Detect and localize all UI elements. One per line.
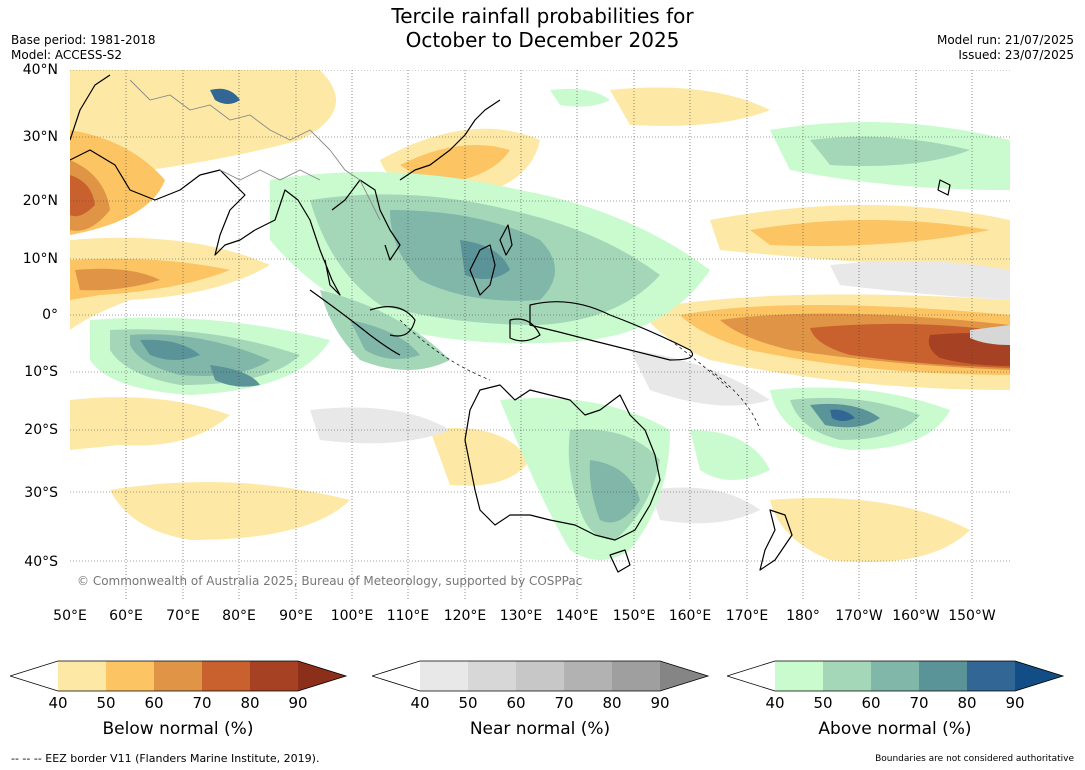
country-borders [129,79,381,221]
issued-date: Issued: 23/07/2025 [958,48,1074,62]
model-run-date: Model run: 21/07/2025 [936,33,1074,47]
near-seg-3 [516,661,564,691]
lat-tick-0: 0° [42,307,58,323]
near-seg-5 [612,661,660,691]
lon-tick-150w: 150°W [948,608,996,624]
lat-tick-40s: 40°S [24,554,58,570]
lat-tick-40n: 40°N [22,62,58,78]
below-seg-2 [106,661,154,691]
coastlines [70,74,951,573]
near-tick-70: 70 [554,694,574,712]
base-period: Base period: 1981-2018 [11,33,156,47]
below-tick-40: 40 [48,694,68,712]
lat-tick-30s: 30°S [24,485,58,501]
lon-tick-90e: 90°E [279,608,313,624]
near-tick-60: 60 [506,694,526,712]
below-normal-label: Below normal (%) [102,719,254,739]
above-tick-90: 90 [1005,694,1025,712]
near-seg-4 [564,661,612,691]
near-seg-1 [420,661,468,691]
above-tick-50: 50 [813,694,833,712]
above-seg-6 [1015,661,1063,691]
above-seg-3 [871,661,919,691]
lon-tick-150e: 150°E [612,608,656,624]
meta-left: Base period: 1981-2018 Model: ACCESS-S2 [11,33,156,63]
near-seg-6 [660,661,708,691]
below-seg-0 [10,661,58,691]
lon-tick-140e: 140°E [555,608,599,624]
below-tick-60: 60 [144,694,164,712]
model-name: Model: ACCESS-S2 [11,48,123,62]
near-tick-40: 40 [410,694,430,712]
lat-tick-30n: 30°N [22,129,58,145]
near-tick-80: 80 [602,694,622,712]
boundary-disclaimer: Boundaries are not considered authoritat… [875,754,1074,764]
above-normal-label: Above normal (%) [818,719,972,739]
lon-tick-170e: 170°E [725,608,769,624]
near-seg-0 [372,661,420,691]
colorbar-near-normal [372,660,710,692]
colorbar-above-normal [727,660,1065,692]
eez-border-note: -- -- -- EEZ border V11 (Flanders Marine… [11,752,320,765]
above-normal-zones [90,88,1010,560]
lat-tick-10n: 10°N [22,251,58,267]
map-title: Tercile rainfall probabilities for Octob… [0,4,1085,52]
colorbar-below-normal [10,660,348,692]
eez-borders [399,319,761,431]
meta-right: Model run: 21/07/2025 Issued: 23/07/2025 [937,33,1074,63]
lat-tick-10s: 10°S [24,364,58,380]
lon-tick-50e: 50°E [53,608,87,624]
map-canvas [70,70,1010,600]
below-seg-4 [202,661,250,691]
above-tick-80: 80 [957,694,977,712]
lon-tick-160e: 160°E [668,608,712,624]
below-tick-80: 80 [240,694,260,712]
lon-tick-110e: 110°E [386,608,430,624]
near-tick-90: 90 [650,694,670,712]
lon-tick-170w: 170°W [835,608,883,624]
near-tick-50: 50 [458,694,478,712]
lon-tick-120e: 120°E [443,608,487,624]
below-tick-90: 90 [288,694,308,712]
lon-tick-80e: 80°E [222,608,256,624]
below-seg-1 [58,661,106,691]
above-tick-70: 70 [909,694,929,712]
lon-tick-70e: 70°E [166,608,200,624]
below-seg-3 [154,661,202,691]
near-seg-2 [468,661,516,691]
lon-tick-60e: 60°E [109,608,143,624]
copyright-notice: © Commonwealth of Australia 2025, Bureau… [77,574,583,588]
above-seg-5 [967,661,1015,691]
below-tick-50: 50 [96,694,116,712]
graticule [70,70,1010,600]
above-seg-0 [727,661,775,691]
above-tick-40: 40 [765,694,785,712]
probability-map [70,70,1010,600]
above-seg-1 [775,661,823,691]
above-seg-4 [919,661,967,691]
lon-tick-130e: 130°E [499,608,543,624]
below-tick-70: 70 [192,694,212,712]
near-normal-label: Near normal (%) [469,719,611,739]
below-seg-6 [298,661,346,691]
above-tick-60: 60 [861,694,881,712]
lon-tick-180: 180° [786,608,820,624]
title-line-1: Tercile rainfall probabilities for [391,4,694,28]
above-seg-2 [823,661,871,691]
lon-tick-160w: 160°W [892,608,940,624]
lat-tick-20s: 20°S [24,422,58,438]
below-seg-5 [250,661,298,691]
lon-tick-100e: 100°E [330,608,374,624]
lat-tick-20n: 20°N [22,193,58,209]
title-line-2: October to December 2025 [405,28,680,52]
